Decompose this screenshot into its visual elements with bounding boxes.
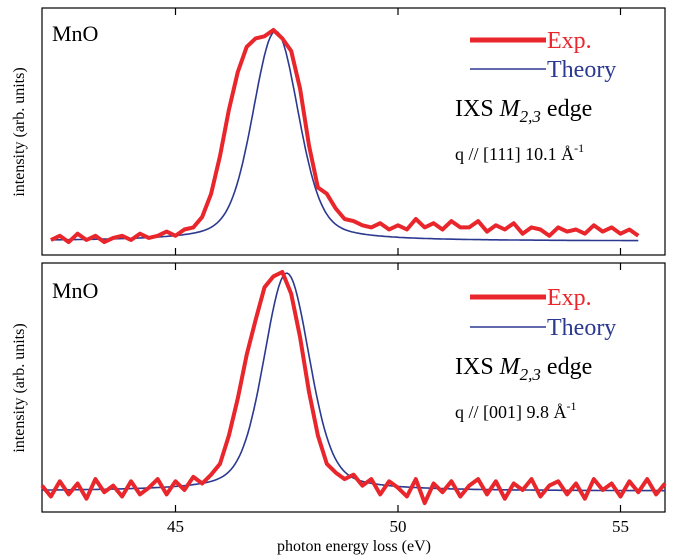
top-edge-annotation: IXS M2,3 edge xyxy=(455,96,592,126)
bottom-panel: MnO Exp. Theory IXS M2,3 edge q // [001]… xyxy=(11,262,667,555)
bottom-q-label: q // [001] 9.8 Å-1 xyxy=(455,399,577,422)
x-tick-label-50: 50 xyxy=(390,517,407,536)
top-panel-frame xyxy=(41,7,666,256)
bottom-edge-annotation: IXS M2,3 edge xyxy=(455,354,592,384)
x-tick-label-45: 45 xyxy=(167,517,184,536)
x-tick-labels: 45 50 55 xyxy=(167,517,629,536)
top-exp-line xyxy=(50,28,640,245)
bottom-exp-line xyxy=(40,270,667,506)
top-panel-label: MnO xyxy=(52,21,98,46)
bottom-y-axis-label: intensity (arb. units) xyxy=(11,323,28,452)
top-legend-theory-label: Theory xyxy=(547,57,616,83)
top-y-axis-label: intensity (arb. units) xyxy=(11,67,28,196)
x-tick-label-55: 55 xyxy=(612,517,629,536)
x-axis-label: photon energy loss (eV) xyxy=(277,538,431,555)
bottom-legend-exp-label: Exp. xyxy=(547,285,592,311)
top-panel-ticks xyxy=(174,8,622,255)
top-legend-exp-label: Exp. xyxy=(547,28,592,54)
bottom-panel-label: MnO xyxy=(52,278,98,303)
bottom-panel-frame xyxy=(41,262,666,513)
bottom-panel-ticks xyxy=(174,263,622,512)
bottom-legend-theory-label: Theory xyxy=(547,315,616,341)
top-panel: MnO Exp. Theory IXS M2,3 edge q // [111]… xyxy=(11,7,666,256)
top-q-label: q // [111] 10.1 Å-1 xyxy=(455,141,584,164)
